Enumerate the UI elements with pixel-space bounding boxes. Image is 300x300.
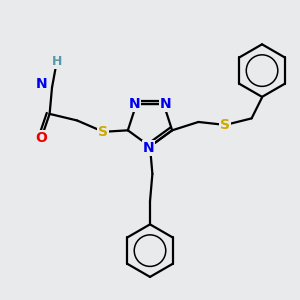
Text: N: N [128, 97, 140, 111]
Text: N: N [160, 97, 172, 111]
Text: S: S [220, 118, 230, 132]
Text: N: N [36, 77, 47, 91]
Text: H: H [52, 55, 62, 68]
Text: S: S [98, 125, 108, 139]
Text: N: N [143, 141, 154, 155]
Text: O: O [35, 131, 47, 146]
